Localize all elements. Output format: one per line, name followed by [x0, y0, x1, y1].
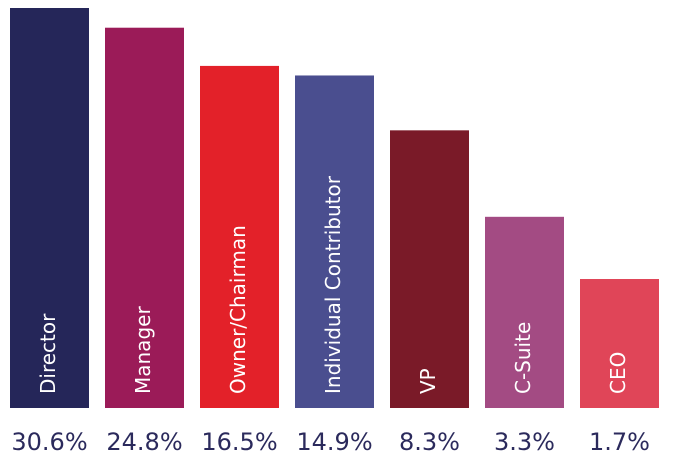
- value-label: 8.3%: [399, 428, 460, 456]
- value-label: 1.7%: [589, 428, 650, 456]
- bar-label: VP: [416, 368, 440, 394]
- value-label: 3.3%: [494, 428, 555, 456]
- value-label: 30.6%: [11, 428, 87, 456]
- value-label: 14.9%: [296, 428, 372, 456]
- value-label: 24.8%: [106, 428, 182, 456]
- bar: [390, 130, 469, 408]
- bar: [105, 27, 184, 409]
- bar: [200, 65, 279, 409]
- bar: [580, 279, 659, 408]
- bar-label: Individual Contributor: [321, 175, 345, 394]
- bar-label: Owner/Chairman: [226, 225, 250, 394]
- bar-label: Manager: [131, 306, 155, 394]
- bar-label: CEO: [606, 352, 630, 394]
- bar: [10, 8, 89, 408]
- bar-label: Director: [36, 313, 60, 394]
- value-label: 16.5%: [201, 428, 277, 456]
- bar: [295, 75, 374, 408]
- bar-label: C-Suite: [511, 322, 535, 394]
- bar: [485, 216, 564, 408]
